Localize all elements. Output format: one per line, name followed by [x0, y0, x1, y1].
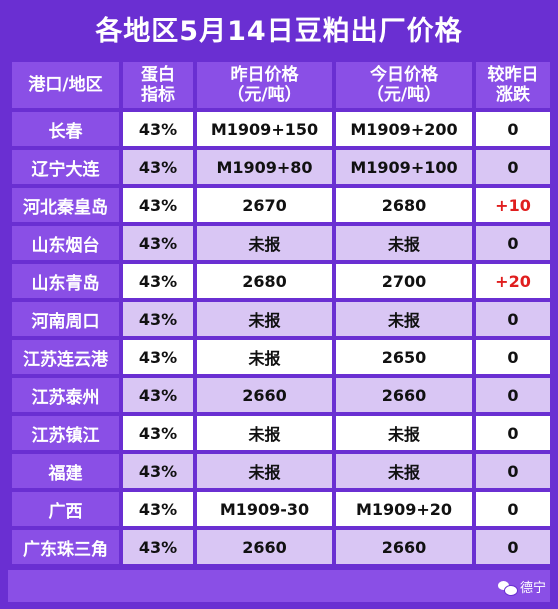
today-price-cell: 2680: [336, 188, 472, 222]
region-cell: 河南周口: [12, 302, 119, 336]
protein-cell: 43%: [123, 530, 193, 564]
today-price-cell: 2660: [336, 530, 472, 564]
region-cell: 江苏镇江: [12, 416, 119, 450]
today-price-cell: 未报: [336, 454, 472, 488]
protein-cell: 43%: [123, 492, 193, 526]
change-cell: 0: [476, 416, 550, 450]
region-cell: 广东珠三角: [12, 530, 119, 564]
table-row: 福建 43% 未报 未报 0: [12, 454, 550, 488]
header-today-price: 今日价格 （元/吨）: [336, 62, 472, 108]
header-today-label: 今日价格 （元/吨）: [366, 65, 442, 105]
today-price-cell: M1909+200: [336, 112, 472, 146]
table-row: 江苏泰州 43% 2660 2660 0: [12, 378, 550, 412]
yesterday-price-cell: 未报: [197, 454, 332, 488]
protein-cell: 43%: [123, 378, 193, 412]
today-price-cell: 未报: [336, 302, 472, 336]
table-row: 江苏连云港 43% 未报 2650 0: [12, 340, 550, 374]
table-row: 河北秦皇岛 43% 2670 2680 +10: [12, 188, 550, 222]
protein-cell: 43%: [123, 264, 193, 298]
region-cell: 广西: [12, 492, 119, 526]
yesterday-price-cell: 未报: [197, 340, 332, 374]
protein-cell: 43%: [123, 112, 193, 146]
today-price-cell: 未报: [336, 226, 472, 260]
header-yesterday-label: 昨日价格 （元/吨）: [227, 65, 302, 105]
yesterday-price-cell: M1909+150: [197, 112, 332, 146]
header-region: 港口/地区: [12, 62, 119, 108]
change-cell: 0: [476, 112, 550, 146]
yesterday-price-cell: 未报: [197, 302, 332, 336]
change-cell: 0: [476, 454, 550, 488]
table-row: 江苏镇江 43% 未报 未报 0: [12, 416, 550, 450]
yesterday-price-cell: 2670: [197, 188, 332, 222]
table-row: 河南周口 43% 未报 未报 0: [12, 302, 550, 336]
today-price-cell: M1909+20: [336, 492, 472, 526]
header-change: 较昨日 涨跌: [476, 62, 550, 108]
yesterday-price-cell: 2680: [197, 264, 332, 298]
region-cell: 辽宁大连: [12, 150, 119, 184]
table-row: 广西 43% M1909-30 M1909+20 0: [12, 492, 550, 526]
today-price-cell: 未报: [336, 416, 472, 450]
header-change-label: 较昨日 涨跌: [487, 65, 539, 105]
change-cell: 0: [476, 530, 550, 564]
change-cell: 0: [476, 492, 550, 526]
change-cell: 0: [476, 226, 550, 260]
change-cell: 0: [476, 378, 550, 412]
change-cell: 0: [476, 340, 550, 374]
footer-bar: [8, 570, 550, 602]
yesterday-price-cell: M1909+80: [197, 150, 332, 184]
header-protein-label: 蛋白 指标: [141, 65, 175, 105]
header-yesterday-price: 昨日价格 （元/吨）: [197, 62, 332, 108]
header-region-label: 港口/地区: [28, 75, 103, 95]
watermark: 德宁: [497, 577, 546, 596]
region-cell: 河北秦皇岛: [12, 188, 119, 222]
header-protein: 蛋白 指标: [123, 62, 193, 108]
yesterday-price-cell: 未报: [197, 226, 332, 260]
region-cell: 山东青岛: [12, 264, 119, 298]
table-body: 长春 43% M1909+150 M1909+200 0 辽宁大连 43% M1909+80 M…: [12, 112, 550, 564]
protein-cell: 43%: [123, 302, 193, 336]
page-title: 各地区5月14日豆粕出厂价格: [95, 15, 463, 47]
today-price-cell: 2650: [336, 340, 472, 374]
table-row: 山东青岛 43% 2680 2700 +20: [12, 264, 550, 298]
watermark-label: 德宁: [519, 581, 546, 596]
table-row: 山东烟台 43% 未报 未报 0: [12, 226, 550, 260]
table-row: 辽宁大连 43% M1909+80 M1909+100 0: [12, 150, 550, 184]
yesterday-price-cell: 未报: [197, 416, 332, 450]
region-cell: 江苏泰州: [12, 378, 119, 412]
table-header-row: 港口/地区 蛋白 指标 昨日价格 （元/吨） 今日价格 （元/吨） 较昨日 涨跌: [12, 62, 550, 108]
change-cell: +10: [476, 188, 550, 222]
yesterday-price-cell: 2660: [197, 378, 332, 412]
table-row: 广东珠三角 43% 2660 2660 0: [12, 530, 550, 564]
protein-cell: 43%: [123, 150, 193, 184]
change-cell: +20: [476, 264, 550, 298]
table-row: 长春 43% M1909+150 M1909+200 0: [12, 112, 550, 146]
protein-cell: 43%: [123, 188, 193, 222]
protein-cell: 43%: [123, 416, 193, 450]
chat-bubble-icon: [497, 580, 518, 596]
today-price-cell: 2660: [336, 378, 472, 412]
region-cell: 福建: [12, 454, 119, 488]
price-table: 港口/地区 蛋白 指标 昨日价格 （元/吨） 今日价格 （元/吨） 较昨日 涨跌 长春 4…: [8, 58, 554, 568]
region-cell: 山东烟台: [12, 226, 119, 260]
yesterday-price-cell: 2660: [197, 530, 332, 564]
yesterday-price-cell: M1909-30: [197, 492, 332, 526]
change-cell: 0: [476, 302, 550, 336]
today-price-cell: 2700: [336, 264, 472, 298]
protein-cell: 43%: [123, 226, 193, 260]
region-cell: 长春: [12, 112, 119, 146]
protein-cell: 43%: [123, 454, 193, 488]
protein-cell: 43%: [123, 340, 193, 374]
change-cell: 0: [476, 150, 550, 184]
today-price-cell: M1909+100: [336, 150, 472, 184]
region-cell: 江苏连云港: [12, 340, 119, 374]
